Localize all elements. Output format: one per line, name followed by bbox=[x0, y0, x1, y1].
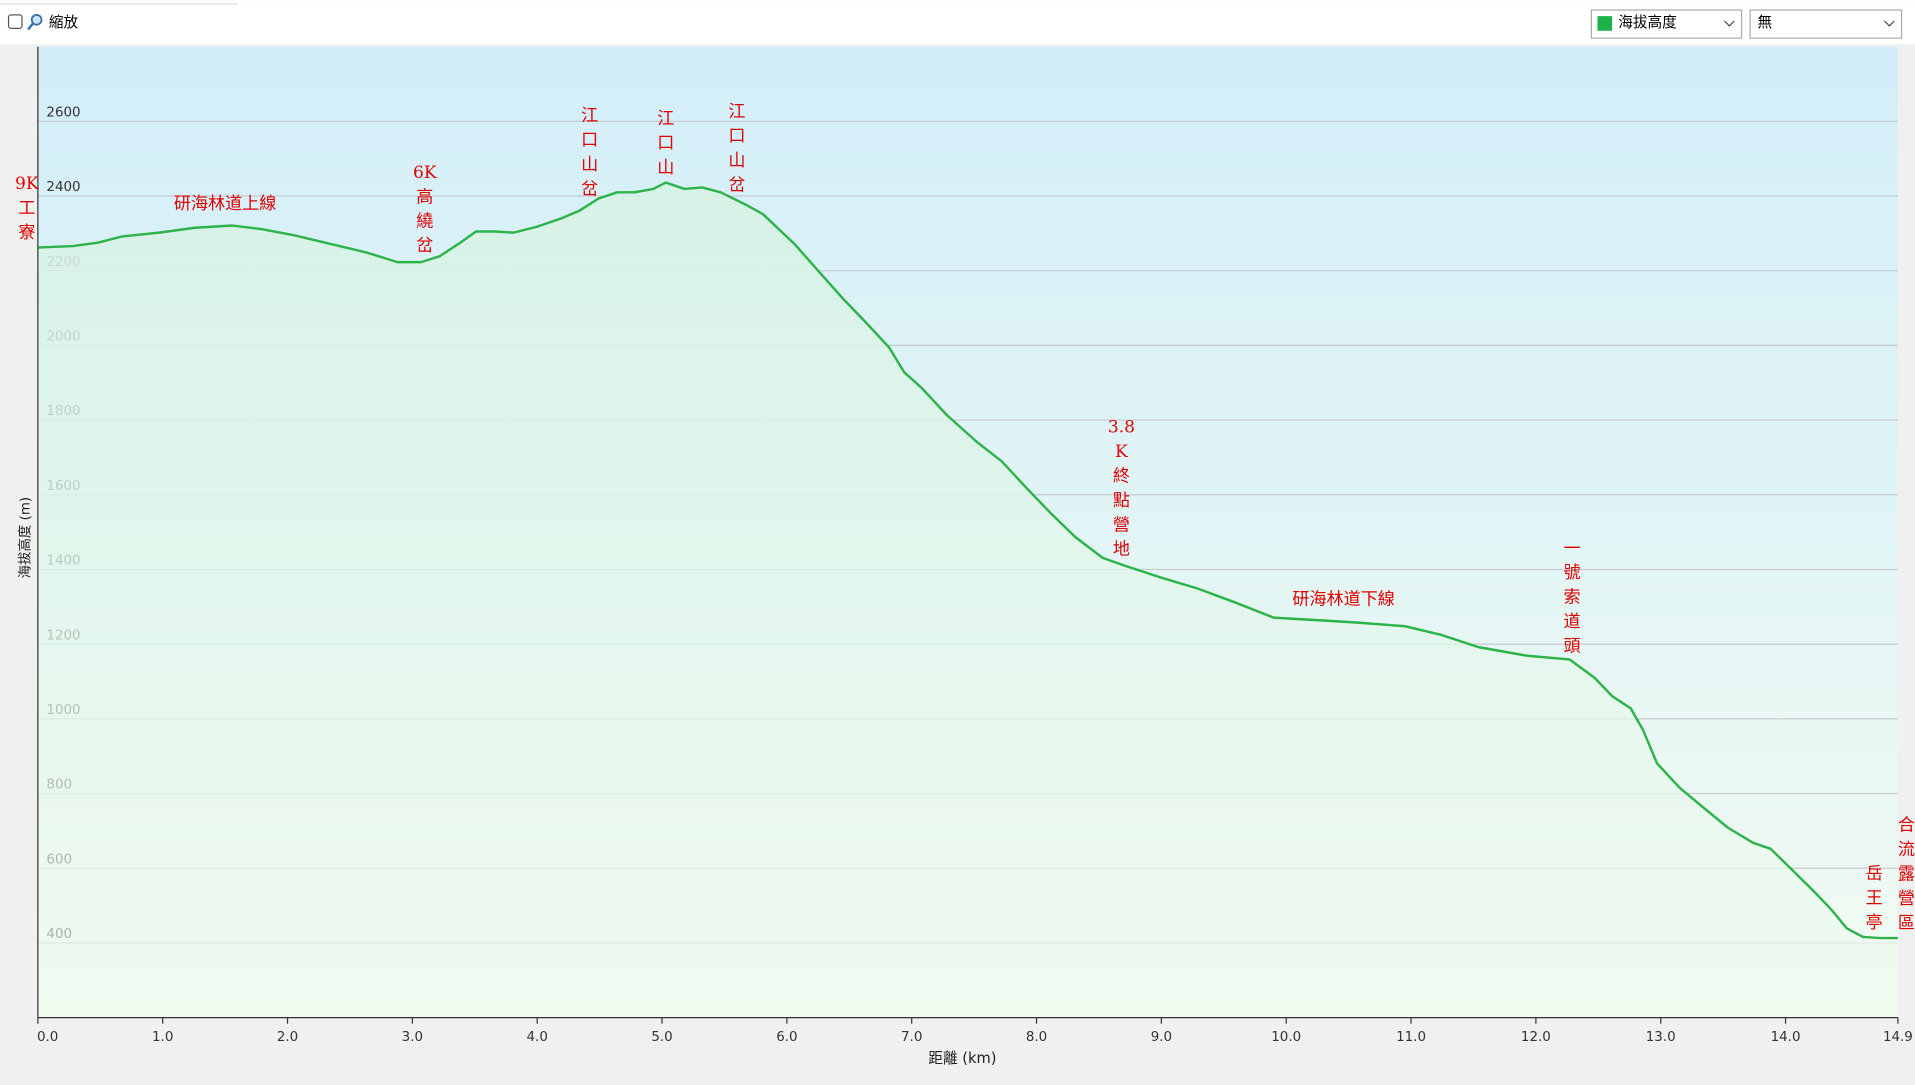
option-select-label[interactable]: 無 bbox=[1757, 14, 1772, 31]
x-tick-label: 14.9 bbox=[1883, 1030, 1913, 1045]
x-tick-label: 3.0 bbox=[402, 1030, 423, 1045]
x-tick-label: 14.0 bbox=[1771, 1030, 1801, 1045]
x-tick-label: 4.0 bbox=[527, 1030, 548, 1045]
annotation: 江口山岔 bbox=[581, 106, 598, 199]
annotation: 研海林道上線 bbox=[174, 194, 276, 214]
annotation: 6K 高繞岔 bbox=[413, 163, 438, 256]
annotation: 3.8 K 終點營地 bbox=[1108, 418, 1135, 560]
area bbox=[37, 182, 1898, 1018]
x-tick-label: 6.0 bbox=[776, 1030, 797, 1045]
annotation: 江口山岔 bbox=[728, 102, 745, 195]
x-tick-label: 11.0 bbox=[1396, 1030, 1426, 1045]
x-tick-label: 5.0 bbox=[651, 1030, 672, 1045]
zoom-icon bbox=[30, 13, 43, 26]
zoom-label[interactable]: 縮放 bbox=[49, 14, 79, 31]
annotation: 一號索道頭 bbox=[1564, 539, 1581, 657]
x-tick-label: 2.0 bbox=[277, 1030, 298, 1045]
chevron bbox=[1884, 20, 1895, 27]
x-tick-label: 0.0 bbox=[37, 1030, 58, 1045]
x-axis-title: 距離 (km) bbox=[928, 1049, 996, 1067]
annotation: 研海林道下線 bbox=[1292, 590, 1394, 610]
series-swatch bbox=[1597, 16, 1613, 31]
chevron bbox=[1724, 20, 1735, 27]
elevation-line bbox=[37, 181, 1898, 940]
zoom-icon-handle bbox=[27, 22, 34, 31]
x-tick-label: 12.0 bbox=[1521, 1030, 1551, 1045]
x-tick-label: 1.0 bbox=[152, 1030, 173, 1045]
plot-layer: 4006008001000120014001600180020002200240… bbox=[37, 105, 1898, 1018]
x-tick-label: 9.0 bbox=[1151, 1030, 1172, 1045]
annotation: 岳王亭 bbox=[1866, 864, 1883, 933]
option-select[interactable] bbox=[1749, 9, 1903, 39]
series-select[interactable] bbox=[1590, 9, 1743, 39]
y-axis-title: 海拔高度 (m) bbox=[16, 497, 33, 579]
x-tick-label: 7.0 bbox=[901, 1030, 922, 1045]
y-tick-label: 2400 bbox=[46, 180, 80, 195]
annotation: 江口山 bbox=[657, 109, 674, 178]
x-tick-label: 13.0 bbox=[1646, 1030, 1676, 1045]
series-select-label[interactable]: 海拔高度 bbox=[1618, 14, 1677, 31]
annotation: 合流露營區 bbox=[1898, 816, 1915, 934]
x-tick-label: 10.0 bbox=[1271, 1030, 1301, 1045]
x-tick-label: 8.0 bbox=[1026, 1030, 1047, 1045]
annotation: 9K 工寮 bbox=[15, 174, 40, 243]
zoom-checkbox[interactable] bbox=[7, 14, 23, 29]
y-tick-label: 2600 bbox=[46, 105, 80, 120]
